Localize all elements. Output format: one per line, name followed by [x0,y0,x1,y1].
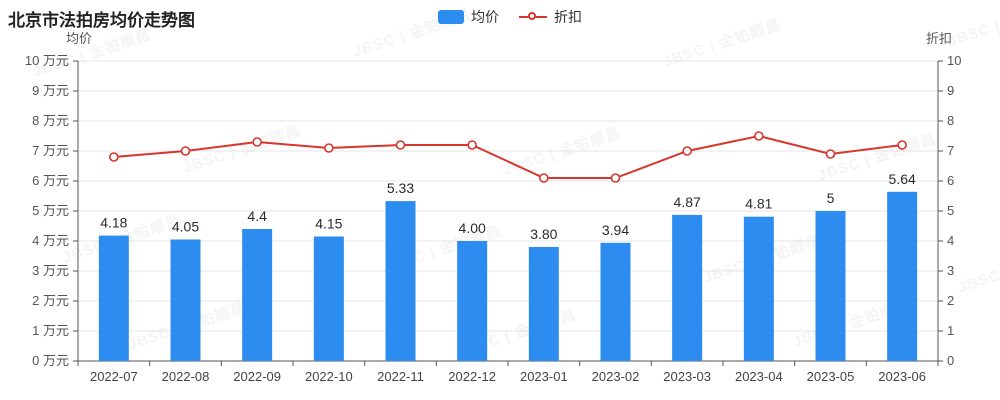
bar [242,229,273,361]
x-axis-label: 2023-05 [807,369,855,384]
bar [600,242,631,361]
right-axis-tick-label: 1 [947,323,954,338]
x-axis-label: 2022-10 [305,369,353,384]
left-axis-tick-label: 1 万元 [32,323,69,338]
bar-value-label: 3.80 [530,226,557,242]
legend-item-price[interactable]: 均价 [438,7,499,27]
legend-price-label: 均价 [471,9,499,25]
x-axis-label: 2022-12 [448,369,496,384]
right-axis-tick-label: 10 [947,53,961,68]
right-axis-tick-label: 4 [947,233,954,248]
bar-value-label: 4.81 [745,196,772,212]
x-axis-label: 2023-01 [520,369,568,384]
bar [457,241,488,361]
discount-line-point [395,140,406,150]
bar-value-label: 4.05 [172,219,199,235]
bar [385,201,416,361]
discount-line-point [109,152,119,162]
discount-series-swatch-icon [519,10,547,24]
bar [170,239,201,361]
left-axis-tick-label: 2 万元 [32,293,69,308]
left-axis-tick-label: 0 万元 [32,353,69,368]
right-axis-tick-label: 2 [947,293,954,308]
right-axis-tick-label: 9 [947,83,954,98]
x-axis-label: 2022-08 [162,369,210,384]
discount-line-point [897,140,907,150]
legend: 均价 折扣 [438,7,582,27]
bar-value-label: 5.64 [889,171,916,187]
bar [815,211,846,361]
left-axis-tick-label: 3 万元 [32,263,69,278]
discount-line-point [252,137,262,147]
x-axis-label: 2023-06 [878,369,926,384]
discount-line-point [610,173,621,183]
bar-value-label: 3.94 [602,222,629,238]
right-axis-name: 折扣 [926,31,953,46]
discount-line-point [682,146,692,156]
left-axis-tick-label: 4 万元 [32,233,69,248]
x-axis-label: 2023-02 [592,369,640,384]
bar-value-label: 4.4 [247,208,267,224]
x-axis-label: 2023-04 [735,369,783,384]
bar [313,236,344,361]
bar-value-label: 4.87 [674,194,701,210]
legend-discount-label: 折扣 [554,9,582,25]
discount-line-point [324,143,334,153]
bar-value-label: 5 [827,190,835,206]
bar [672,214,703,361]
right-axis-tick-label: 5 [947,203,954,218]
bar [743,216,774,361]
bar-value-label: 4.15 [315,216,342,232]
right-axis-tick-label: 3 [947,263,954,278]
left-axis-tick-label: 5 万元 [32,203,69,218]
right-axis-tick-label: 0 [947,353,954,368]
bar-value-label: 4.00 [459,220,486,236]
discount-line-point [754,131,764,141]
bar-value-label: 5.33 [387,180,414,196]
discount-line-point [825,149,836,159]
right-axis-tick-label: 6 [947,173,954,188]
bar [528,247,559,361]
left-axis-tick-label: 10 万元 [25,53,69,68]
left-axis-tick-label: 9 万元 [32,83,69,98]
right-axis-tick-label: 7 [947,143,954,158]
chart-title: 北京市法拍房均价走势图 [8,11,195,30]
bar-value-label: 4.18 [100,215,127,231]
x-axis-label: 2022-07 [90,369,138,384]
bar [887,191,918,361]
price-series-swatch-icon [438,10,464,24]
x-axis-label: 2022-11 [377,369,424,384]
bar [98,235,129,361]
discount-line [113,134,903,179]
legend-item-discount[interactable]: 折扣 [519,7,582,27]
discount-line-point [180,146,191,156]
left-axis-name: 均价 [66,31,93,46]
discount-line-point [467,140,477,150]
left-axis-tick-label: 8 万元 [32,113,69,128]
left-axis-tick-label: 6 万元 [32,173,69,188]
x-axis-label: 2023-03 [663,369,711,384]
right-axis-tick-label: 8 [947,113,954,128]
discount-line-point [539,173,549,183]
left-axis-tick-label: 7 万元 [32,143,69,158]
x-axis-label: 2022-09 [233,369,281,384]
